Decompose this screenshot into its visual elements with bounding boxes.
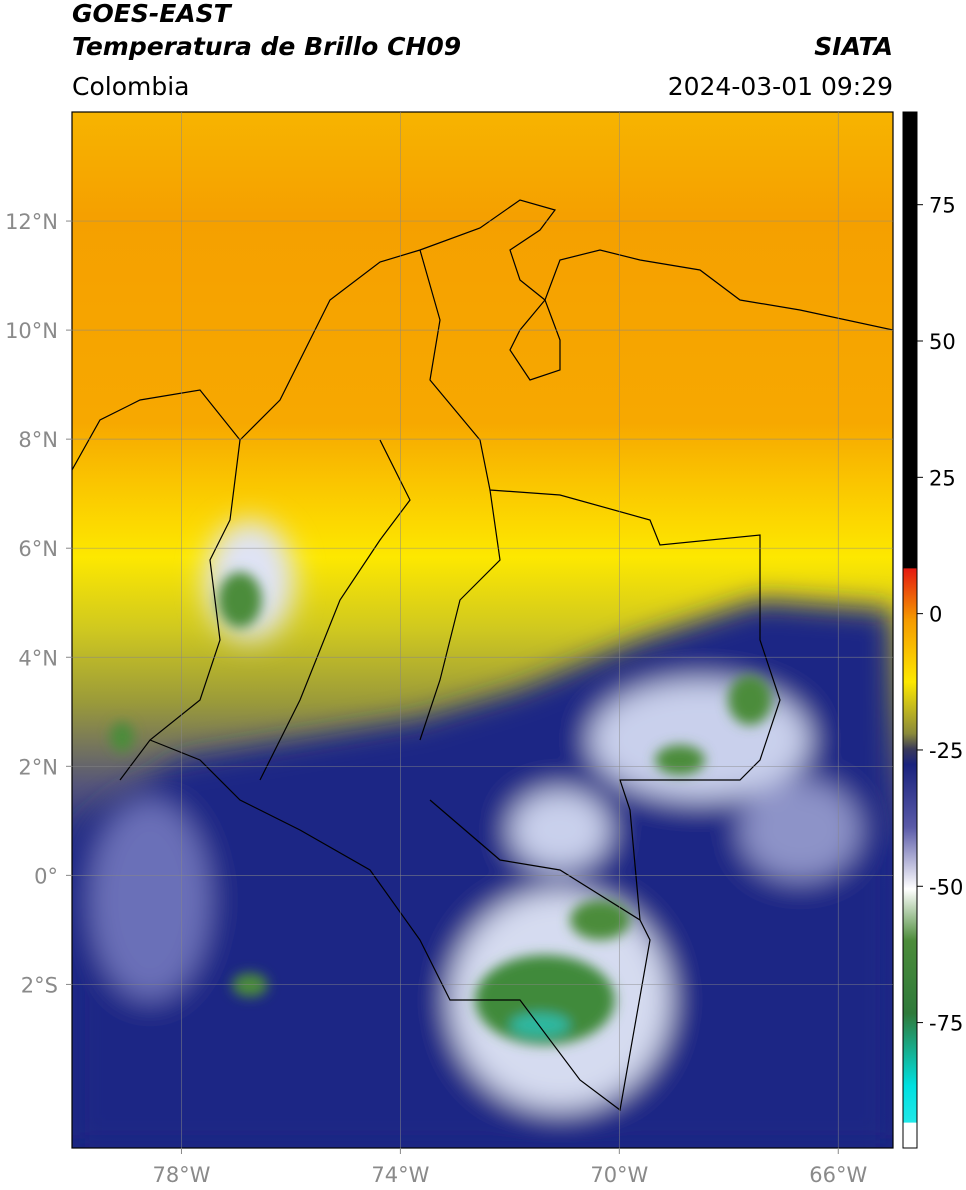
- colorbar-tick-label: -25: [929, 739, 963, 763]
- y-tick-label: 12°N: [5, 210, 58, 234]
- axes: 78°W 74°W 70°W 66°W 12°N 10°N 8°N 6°N 4°N 2°N 0° 2°…: [5, 210, 867, 1187]
- y-tick-label: 2°N: [18, 755, 58, 779]
- colorbar-tick-label: 50: [929, 330, 956, 354]
- title: GOES-EAST: [72, 0, 233, 28]
- x-tick-label: 66°W: [809, 1163, 867, 1187]
- y-tick-label: 10°N: [5, 319, 58, 343]
- region: Colombia: [72, 72, 189, 101]
- y-tick-label: 0°: [34, 864, 58, 888]
- colorbar-tick-label: 75: [929, 194, 956, 218]
- colorbar-tick-label: -50: [929, 875, 963, 899]
- satellite-image: [72, 112, 893, 1148]
- map-frame: [71, 111, 894, 1149]
- x-tick-label: 78°W: [152, 1163, 210, 1187]
- datetime: 2024-03-01 09:29: [668, 72, 893, 101]
- y-tick-label: 4°N: [18, 646, 58, 670]
- grid: [72, 112, 893, 1148]
- y-tick-label: 6°N: [18, 537, 58, 561]
- x-tick-label: 74°W: [371, 1163, 429, 1187]
- colorbar-tick-label: -75: [929, 1012, 963, 1036]
- y-tick-label: 2°S: [21, 973, 58, 997]
- subtitle: Temperatura de Brillo CH09: [72, 32, 461, 61]
- colorbar-tick-label: 25: [929, 466, 956, 490]
- y-tick-label: 8°N: [18, 428, 58, 452]
- colorbar-tick-label: 0: [929, 603, 942, 627]
- colorbar: [902, 111, 918, 1149]
- colorbar-axis: 75 50 25 0 -25 -50 -75: [917, 194, 963, 1036]
- source: SIATA: [814, 32, 893, 61]
- x-tick-label: 70°W: [590, 1163, 648, 1187]
